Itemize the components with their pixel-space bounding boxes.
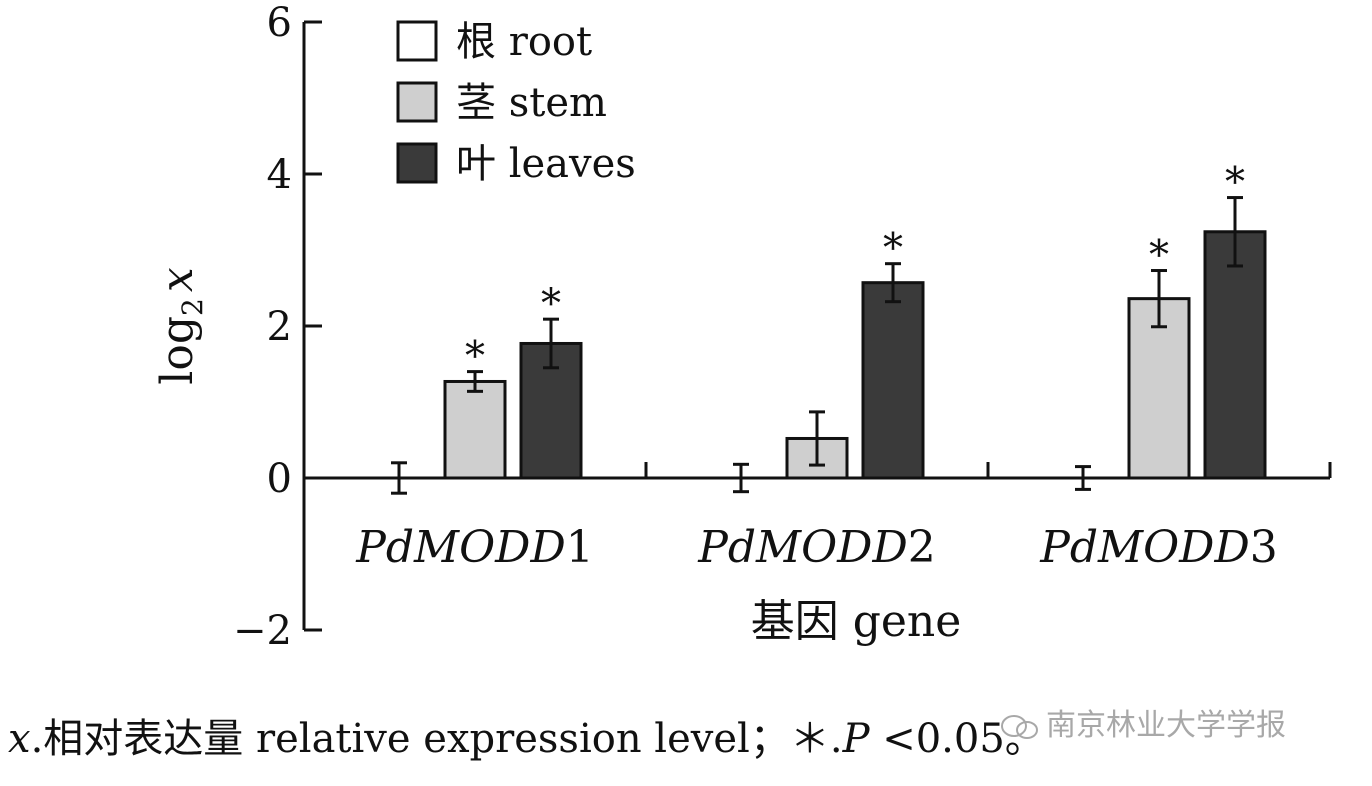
caption-star: ＊ bbox=[789, 716, 830, 762]
y-tick-label: 6 bbox=[267, 0, 292, 46]
y-axis-title: log2 x bbox=[152, 267, 209, 385]
legend-swatch bbox=[396, 81, 438, 123]
legend-swatch bbox=[396, 20, 438, 62]
significance-star: * bbox=[465, 334, 485, 380]
significance-star: * bbox=[1149, 233, 1169, 279]
caption-p: P bbox=[842, 716, 870, 762]
watermark-text: 南京林业大学学报 bbox=[1046, 708, 1286, 743]
legend-label: 叶 leaves bbox=[456, 141, 636, 187]
significance-star: * bbox=[883, 226, 903, 272]
figure-caption: x.相对表达量 relative expression level；＊.P <0… bbox=[8, 706, 1045, 764]
y-axis-title-log: log bbox=[152, 316, 203, 385]
significance-star: * bbox=[541, 281, 561, 327]
y-axis-title-var: x bbox=[152, 267, 203, 292]
y-tick-label: 4 bbox=[267, 152, 292, 198]
watermark: 南京林业大学学报 bbox=[1000, 700, 1286, 744]
legend-swatch bbox=[396, 142, 438, 184]
y-tick-label: 0 bbox=[267, 456, 292, 502]
bar bbox=[1203, 230, 1267, 480]
bar-chart: −2 0 2 4 6 * * * * * 根 root 茎 stem 叶 leaves PdMODD… bbox=[152, 0, 1332, 654]
caption-text2: . bbox=[829, 716, 843, 762]
x-category-label: PdMODD2 bbox=[697, 522, 935, 573]
y-tick-label: −2 bbox=[233, 608, 292, 654]
caption-text1: .相对表达量 relative expression level； bbox=[30, 716, 790, 762]
legend-label: 茎 stem bbox=[456, 80, 607, 126]
y-axis-title-sub: 2 bbox=[176, 298, 209, 316]
significance-star: * bbox=[1225, 160, 1245, 206]
legend: 根 root 茎 stem 叶 leaves bbox=[396, 19, 636, 187]
x-category-number: 1 bbox=[566, 522, 594, 573]
bar bbox=[861, 281, 925, 480]
x-category-number: 2 bbox=[908, 522, 936, 573]
x-category-label: PdMODD1 bbox=[355, 522, 593, 573]
legend-label: 根 root bbox=[456, 19, 592, 65]
bar bbox=[1127, 297, 1191, 480]
x-category-number: 3 bbox=[1250, 522, 1278, 573]
caption-var: x bbox=[8, 716, 31, 762]
x-category-label: PdMODD3 bbox=[1039, 522, 1277, 573]
caption-text3: <0.05。 bbox=[869, 716, 1045, 762]
bar bbox=[443, 379, 507, 480]
y-tick-label: 2 bbox=[267, 304, 292, 350]
x-axis-title: 基因 gene bbox=[751, 596, 962, 647]
wechat-icon bbox=[1001, 714, 1038, 739]
bars: * * * * * bbox=[391, 160, 1267, 495]
